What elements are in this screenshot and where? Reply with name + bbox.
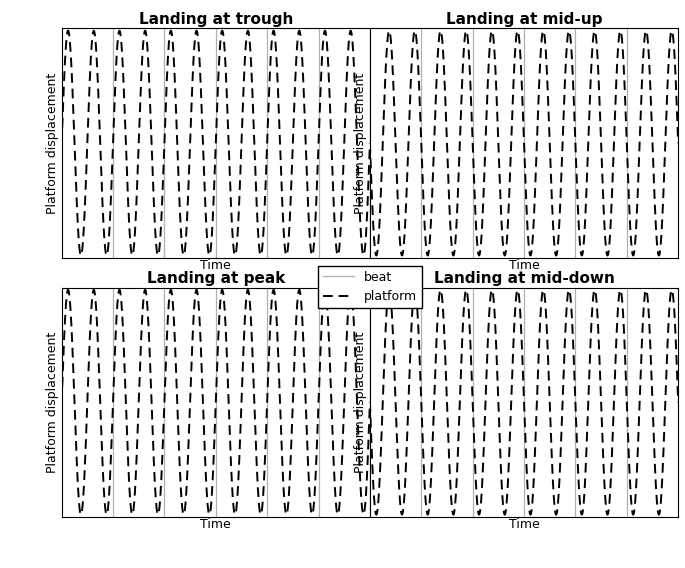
Y-axis label: Platform displacement: Platform displacement	[46, 332, 59, 473]
Y-axis label: Platform displacement: Platform displacement	[354, 332, 367, 473]
X-axis label: Time: Time	[509, 259, 539, 272]
Title: Landing at mid-down: Landing at mid-down	[434, 272, 614, 286]
Y-axis label: Platform displacement: Platform displacement	[46, 73, 59, 214]
X-axis label: Time: Time	[509, 518, 539, 531]
Y-axis label: Platform displacement: Platform displacement	[354, 73, 367, 214]
X-axis label: Time: Time	[201, 259, 231, 272]
Title: Landing at mid-up: Landing at mid-up	[446, 12, 602, 27]
X-axis label: Time: Time	[201, 518, 231, 531]
Title: Landing at peak: Landing at peak	[147, 272, 285, 286]
Title: Landing at trough: Landing at trough	[138, 12, 293, 27]
Legend: beat, platform: beat, platform	[318, 266, 422, 308]
